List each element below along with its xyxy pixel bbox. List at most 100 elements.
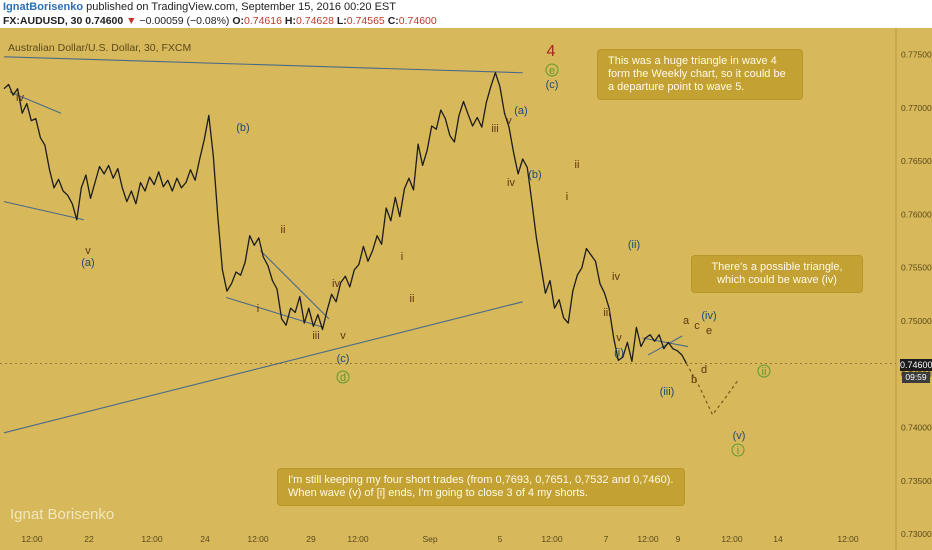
wave-label: (c) — [546, 79, 559, 91]
upper-triangle-line — [3, 56, 523, 74]
wave-circle — [757, 364, 771, 378]
bar-timer-badge: 09:59 — [902, 372, 930, 383]
publish-line: IgnatBorisenko published on TradingView.… — [3, 1, 396, 13]
high-label: H: — [284, 15, 296, 27]
publish-info: published on TradingView.com, September … — [86, 1, 396, 13]
author-watermark: Ignat Borisenko — [10, 506, 115, 523]
wave-label: iv — [332, 278, 340, 290]
x-tick-label: 24 — [200, 534, 210, 544]
x-tick-label: Sep — [422, 534, 437, 544]
wave-label: a — [683, 315, 690, 327]
wave-label: iii — [603, 307, 610, 319]
wave-label: 4 — [547, 43, 556, 60]
wave-label: (iii) — [660, 386, 675, 398]
close-label: C: — [387, 15, 399, 27]
wave-label: e — [549, 65, 555, 77]
wave-a-channel-line — [3, 201, 84, 221]
wave-label: (iv) — [701, 310, 716, 322]
wave-label: (b) — [236, 122, 249, 134]
wave-label: (i) — [614, 347, 624, 359]
x-tick-label: 12:00 — [247, 534, 269, 544]
wave-label: (b) — [528, 169, 541, 181]
last-price: 0.74600 — [85, 15, 124, 27]
wave-label: i — [737, 445, 739, 457]
y-tick-label: 0.76500 — [901, 156, 932, 166]
x-tick-label: 12:00 — [721, 534, 743, 544]
y-tick-label: 0.76000 — [901, 209, 932, 219]
author-link[interactable]: IgnatBorisenko — [3, 1, 84, 13]
wave-label: b — [691, 374, 697, 386]
x-tick-label: 22 — [84, 534, 94, 544]
chart-title: Australian Dollar/U.S. Dollar, 30, FXCM — [8, 42, 192, 54]
wave-label: ii — [281, 224, 286, 236]
triangle-iv-top-line — [642, 337, 689, 348]
wave-label: i — [257, 303, 259, 315]
projection-path — [685, 363, 739, 416]
wave-circle — [336, 370, 350, 384]
y-tick-label: 0.73500 — [901, 476, 932, 486]
wave-label: (a) — [514, 105, 527, 117]
wave-label: v — [506, 115, 512, 127]
callout-weekly-triangle: This was a huge triangle in wave 4 form … — [598, 50, 802, 99]
x-tick-label: 5 — [498, 534, 503, 544]
x-tick-label: 12:00 — [837, 534, 859, 544]
wave-circle — [545, 63, 559, 77]
chart-header: IgnatBorisenko published on TradingView.… — [0, 0, 932, 28]
low-label: L: — [336, 15, 347, 27]
lower-wedge-line — [226, 296, 324, 328]
open-label: O: — [232, 15, 244, 27]
wave-label: (ii) — [628, 239, 640, 251]
x-tick-label: 12:00 — [347, 534, 369, 544]
lower-triangle-line — [3, 301, 523, 434]
y-tick-label: 0.75500 — [901, 263, 932, 273]
x-tick-label: 9 — [676, 534, 681, 544]
high-value: 0.74628 — [295, 15, 334, 27]
wave-label: ii — [762, 366, 767, 378]
close-value: 0.74600 — [398, 15, 437, 27]
triangle-iv-bottom-line — [647, 335, 683, 356]
x-tick-label: 12:00 — [141, 534, 163, 544]
open-value: 0.74616 — [244, 15, 282, 27]
y-tick-label: 0.77000 — [901, 103, 932, 113]
low-value: 0.74565 — [346, 15, 385, 27]
wave-label: d — [340, 372, 346, 384]
y-tick-label: 0.74000 — [901, 422, 932, 432]
wave-label: i — [401, 251, 403, 263]
ohlc-line: FX:AUDUSD, 30 0.74600 ▼ −0.00059 (−0.08%… — [3, 15, 437, 27]
chart-area[interactable]: 0.730000.735000.740000.745000.750000.755… — [0, 28, 932, 550]
wave-label: iv — [507, 177, 515, 189]
x-tick-label: 7 — [604, 534, 609, 544]
callout-short-trades: I'm still keeping my four short trades (… — [278, 469, 684, 505]
wave-label: iv — [612, 271, 620, 283]
wave-label: ii — [575, 159, 580, 171]
callout-possible-triangle: There's a possible triangle, which could… — [692, 256, 862, 292]
price-badge: 0.74600 — [900, 359, 932, 371]
wave-label: v — [616, 332, 622, 344]
y-tick-label: 0.75000 — [901, 316, 932, 326]
x-tick-label: 29 — [306, 534, 316, 544]
x-tick-label: 14 — [773, 534, 783, 544]
y-tick-label: 0.73000 — [901, 529, 932, 539]
wave-label: (v) — [733, 430, 746, 442]
y-tick-label: 0.77500 — [901, 50, 932, 60]
wave-label: i — [566, 191, 568, 203]
symbol-label[interactable]: FX:AUDUSD, 30 — [3, 15, 83, 27]
wave-label: c — [694, 320, 700, 332]
x-tick-label: 12:00 — [637, 534, 659, 544]
wave-label: d — [701, 364, 707, 376]
wave-label: (c) — [337, 353, 350, 365]
x-tick-label: 12:00 — [21, 534, 43, 544]
x-tick-label: 12:00 — [541, 534, 563, 544]
wave-circle — [731, 443, 745, 457]
wave-label: iii — [491, 123, 498, 135]
wave-label: iv — [16, 92, 24, 104]
wave-label: (a) — [81, 257, 94, 269]
price-series-line — [3, 72, 688, 364]
change-value: −0.00059 (−0.08%) — [139, 15, 230, 27]
chart-svg[interactable]: 0.730000.735000.740000.745000.750000.755… — [0, 28, 932, 550]
wave-label: v — [340, 330, 346, 342]
change-arrow: ▼ — [126, 15, 137, 27]
wave-label: e — [706, 325, 712, 337]
upper-wedge-line — [260, 250, 330, 320]
wave-label: ii — [410, 293, 415, 305]
